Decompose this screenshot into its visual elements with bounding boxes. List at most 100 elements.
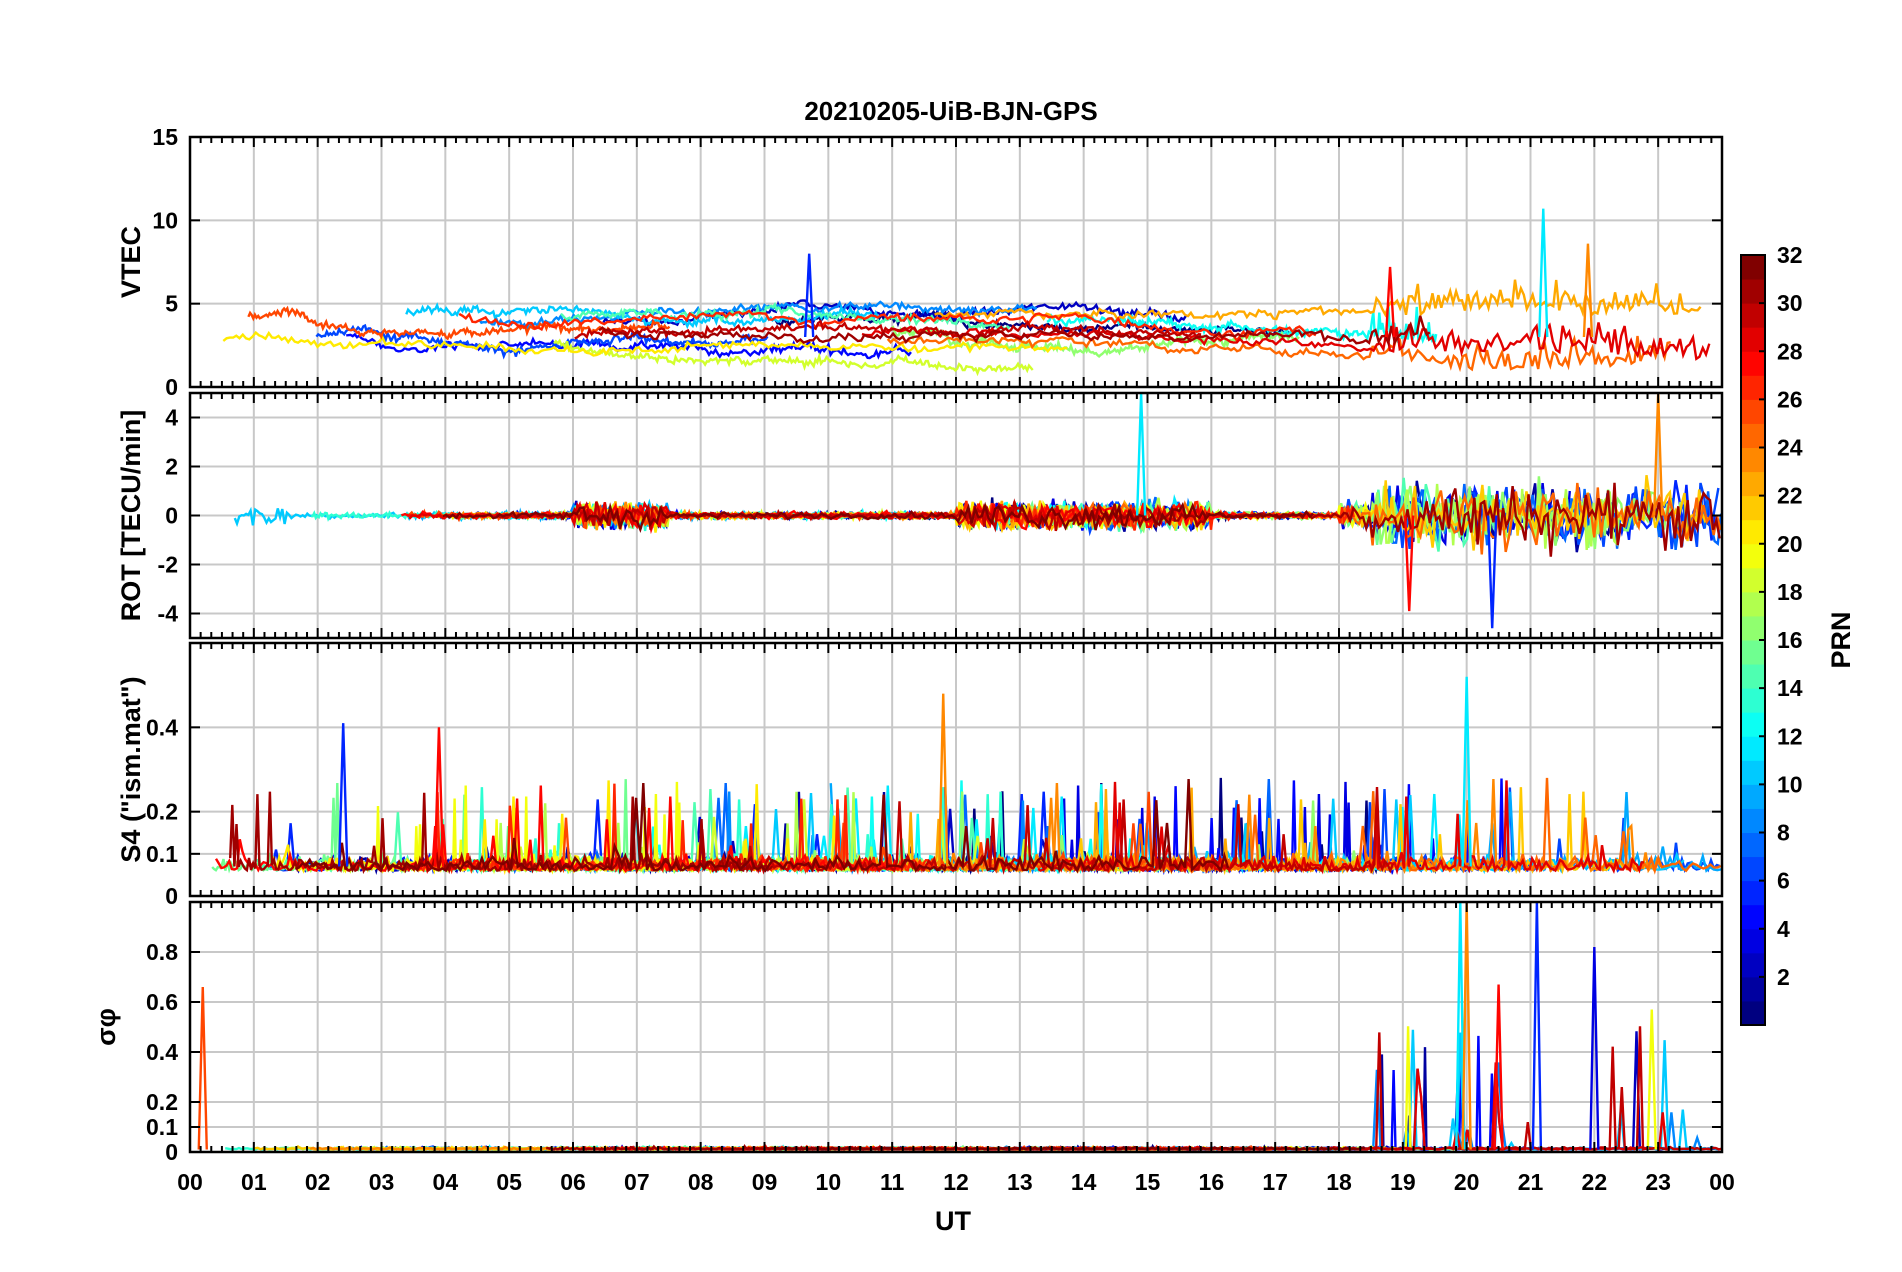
peak-mark [433, 727, 445, 867]
colorbar-swatch [1741, 784, 1765, 809]
colorbar-swatch [1741, 567, 1765, 593]
y-tick-label: 5 [165, 291, 178, 317]
series-prn-32 [294, 779, 1230, 874]
y-tick-label: 0 [165, 883, 178, 909]
colorbar-swatch [1741, 447, 1765, 473]
peak-mark [338, 723, 349, 867]
peak-mark [1404, 515, 1415, 612]
peak-mark [1461, 676, 1472, 867]
colorbar-swatch [1741, 351, 1765, 376]
series-prn-21 [222, 330, 1068, 357]
colorbar-tick-label: 6 [1777, 868, 1790, 894]
series-prn-9 [478, 300, 1038, 332]
x-tick-label: 04 [433, 1169, 459, 1195]
colorbar-swatch [1741, 303, 1765, 328]
peak-mark [1589, 946, 1600, 1150]
colorbar-tick-label: 14 [1777, 675, 1803, 701]
x-tick-label: 09 [752, 1169, 778, 1195]
series-prn-26 [247, 305, 671, 341]
peak-mark [1487, 515, 1498, 629]
colorbar-swatch [1741, 664, 1765, 689]
colorbar-tick-label: 10 [1777, 771, 1803, 797]
y-tick-label: 0.1 [146, 841, 178, 867]
colorbar-swatch [1741, 255, 1765, 280]
ticks [189, 643, 1723, 897]
peak-group [197, 902, 1657, 1150]
series-prn-31 [229, 791, 774, 875]
ticks [189, 393, 1723, 638]
x-tick-label: 00 [177, 1169, 203, 1195]
colorbar-swatch [1741, 423, 1765, 448]
series-prn-20 [815, 1026, 1414, 1151]
x-tick-labels: 00 01 02 03 04 05 06 07 08 09 10 11 12 13 14 15 16 17 18 19… [177, 1169, 1735, 1195]
series-group [211, 777, 1722, 876]
colorbar-tick-label: 8 [1777, 820, 1790, 846]
colorbar-tick-label: 32 [1777, 242, 1803, 268]
y-tick-label: 10 [152, 207, 178, 233]
x-tick-label: 18 [1326, 1169, 1352, 1195]
colorbar-swatch [1741, 1000, 1765, 1026]
panel-4: 00.10.2 0.4 0.6 0.8 σφ [91, 900, 1724, 1165]
peak-mark [1531, 902, 1543, 1150]
y-tick-label: 0.2 [146, 799, 178, 825]
y-tick-label: 15 [152, 124, 178, 150]
colorbar-tick-label: 22 [1777, 483, 1803, 509]
series-prn-32 [442, 501, 1314, 534]
series-prn-7 [315, 323, 769, 360]
colorbar-tick-label: 18 [1777, 579, 1803, 605]
peak-mark [803, 253, 815, 338]
panel-3: 0 0.1 0.2 0.4S4 ("ism.mat") [116, 641, 1724, 909]
x-tick-label: 02 [305, 1169, 331, 1195]
x-tick-label: 16 [1199, 1169, 1225, 1195]
series-prn-31 [598, 315, 1431, 347]
x-tick-label: 06 [560, 1169, 586, 1195]
y-tick-label: 0.6 [146, 989, 178, 1015]
series-group [222, 279, 1711, 377]
x-tick-label: 10 [816, 1169, 842, 1195]
colorbar-swatch [1741, 832, 1765, 858]
y-tick-label: 0.2 [146, 1089, 178, 1115]
y-axis-label: ROT [TECU/min] [116, 410, 146, 621]
x-tick-label: 15 [1135, 1169, 1161, 1195]
series-group [233, 475, 1722, 557]
colorbar-tick-label: 24 [1777, 435, 1803, 461]
panel-1: 0 5 10 15 VTEC [116, 124, 1724, 400]
colorbar-swatch [1741, 279, 1765, 304]
colorbar-tick-label: 16 [1777, 627, 1803, 653]
peak-group [803, 208, 1594, 338]
y-tick-label: 0 [165, 1139, 178, 1165]
peak-mark [1652, 393, 1664, 516]
colorbar-swatch [1741, 519, 1765, 545]
x-tick-label: 11 [880, 1169, 905, 1195]
peak-group [338, 676, 1472, 867]
y-axis-label: S4 ("ism.mat") [116, 676, 146, 862]
x-tick-label: 00 [1709, 1169, 1735, 1195]
colorbar-swatch [1741, 688, 1765, 713]
colorbar-swatch [1741, 375, 1765, 400]
colorbar-swatch [1741, 928, 1765, 954]
colorbar-swatch [1741, 615, 1765, 641]
peak-mark [1384, 266, 1396, 338]
x-tick-label: 23 [1645, 1169, 1671, 1195]
series-prn-18 [466, 791, 932, 875]
x-tick-label: 14 [1071, 1169, 1097, 1195]
colorbar-swatch [1741, 712, 1765, 737]
x-tick-label: 07 [624, 1169, 650, 1195]
x-tick-label: 01 [241, 1169, 267, 1195]
series-prn-30 [1003, 1026, 1722, 1152]
x-tick-label: 03 [369, 1169, 395, 1195]
y-tick-label: 0.4 [146, 714, 178, 740]
y-axis-label: σφ [91, 1008, 121, 1046]
grid [190, 137, 1722, 387]
y-tick-label: 0.1 [146, 1114, 178, 1140]
colorbar-tick-label: 12 [1777, 723, 1803, 749]
colorbar-swatch [1741, 880, 1765, 906]
y-tick-label: 0.4 [146, 1039, 178, 1065]
colorbar-tick-label: 2 [1777, 964, 1790, 990]
x-tick-label: 22 [1582, 1169, 1608, 1195]
y-tick-label: -4 [158, 601, 179, 627]
colorbar-swatch [1741, 856, 1765, 882]
y-tick-label: 0 [165, 503, 178, 529]
